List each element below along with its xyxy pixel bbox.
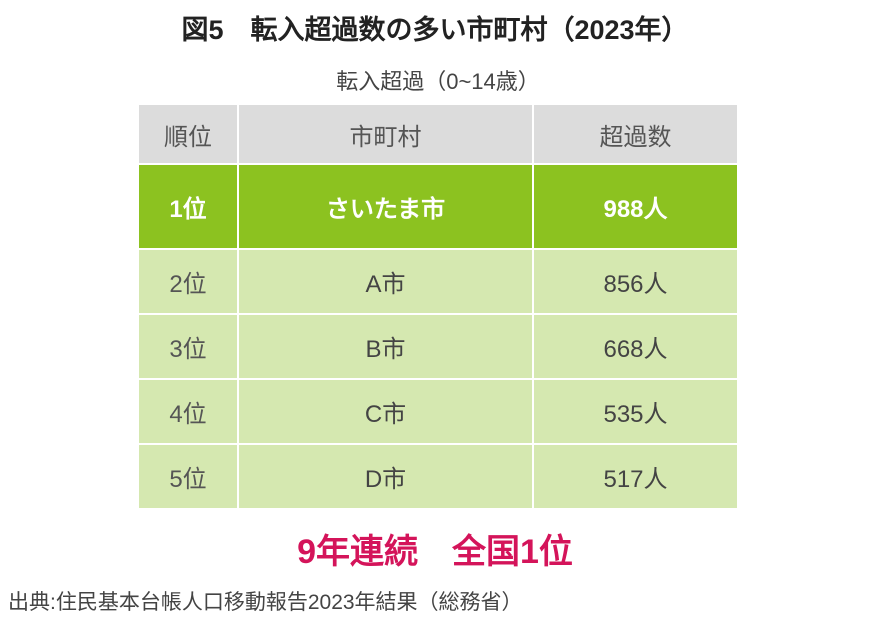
rank-cell: 5位 [137, 443, 239, 510]
table-row: 2位 A市 856人 [137, 248, 739, 315]
rank-cell: 4位 [137, 378, 239, 445]
table-row: 3位 B市 668人 [137, 313, 739, 380]
municipality-cell: D市 [237, 443, 534, 510]
municipality-cell: さいたま市 [237, 163, 534, 250]
excess-cell: 535人 [532, 378, 739, 445]
excess-cell: 856人 [532, 248, 739, 315]
header-rank: 順位 [137, 103, 239, 165]
rank-cell: 1位 [137, 163, 239, 250]
source-note: 出典:住民基本台帳人口移動報告2023年結果（総務省） [8, 591, 523, 614]
rank-cell: 3位 [137, 313, 239, 380]
municipality-cell: B市 [237, 313, 534, 380]
figure-title: 図5 転入超過数の多い市町村（2023年） [181, 15, 689, 45]
ranking-table: 順位 市町村 超過数 1位 さいたま市 988人 2位 A市 856人 3位 B… [137, 103, 739, 510]
header-excess: 超過数 [532, 103, 739, 165]
header-municipality: 市町村 [237, 103, 534, 165]
table-subtitle: 転入超過（0~14歳） [336, 69, 540, 94]
slogan: 9年連続 全国1位 [297, 533, 573, 571]
table-row: 5位 D市 517人 [137, 443, 739, 510]
rank-cell: 2位 [137, 248, 239, 315]
excess-cell: 517人 [532, 443, 739, 510]
table-row: 1位 さいたま市 988人 [137, 163, 739, 250]
table-row: 4位 C市 535人 [137, 378, 739, 445]
municipality-cell: A市 [237, 248, 534, 315]
excess-cell: 988人 [532, 163, 739, 250]
table-header-row: 順位 市町村 超過数 [137, 103, 739, 165]
excess-cell: 668人 [532, 313, 739, 380]
municipality-cell: C市 [237, 378, 534, 445]
